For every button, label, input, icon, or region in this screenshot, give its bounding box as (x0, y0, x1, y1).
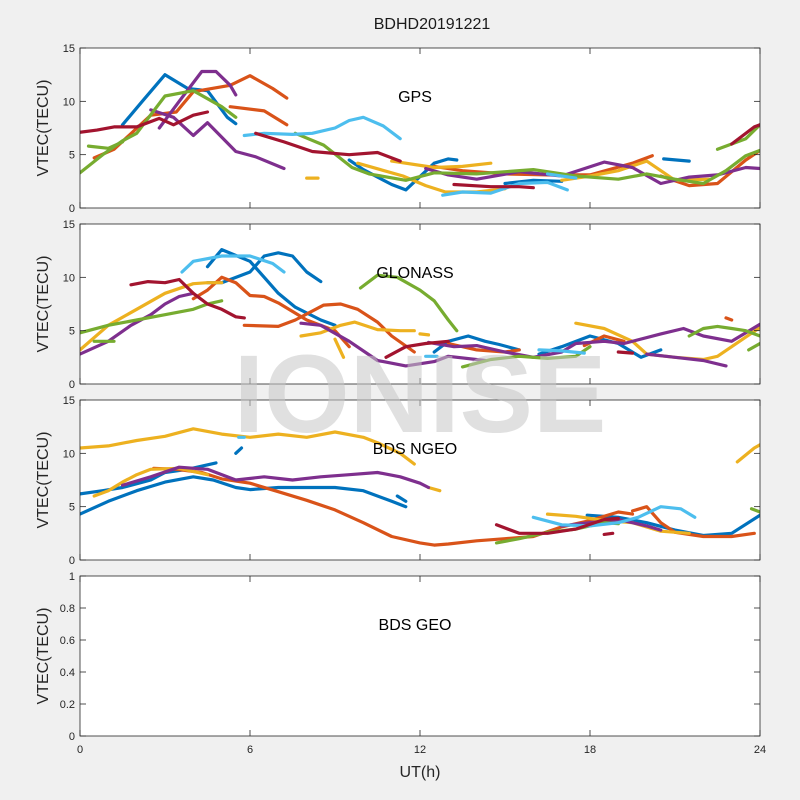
series-line-28 (384, 339, 450, 359)
y-axis-label: VTEC(TECU) (35, 256, 52, 353)
series-line-21 (545, 172, 578, 180)
series-line-9 (426, 485, 442, 493)
series-line-11 (735, 443, 760, 464)
series-line-12 (157, 69, 238, 130)
series-line-13 (149, 108, 286, 171)
series-line-17 (293, 131, 760, 186)
series-line-16 (426, 322, 760, 359)
series-line-15 (749, 507, 760, 514)
series-line-18 (494, 516, 620, 535)
y-tick-label: 1 (69, 571, 75, 583)
series-line-22 (80, 110, 210, 134)
plot-area (80, 224, 760, 384)
y-tick-label: 0.8 (60, 603, 75, 615)
series-line-16 (86, 140, 125, 150)
panel-title: BDS GEO (379, 617, 452, 634)
series-line-3 (662, 157, 691, 163)
series-line-19 (602, 531, 615, 537)
series-line-3 (395, 494, 408, 503)
x-tick-label: 24 (754, 744, 766, 756)
plot-area (80, 576, 760, 736)
series-line-19 (242, 115, 402, 141)
x-axis-label: UT(h) (400, 764, 441, 781)
y-tick-label: 10 (63, 448, 75, 460)
series-line-2 (234, 446, 244, 455)
panel-3: 0 0.2 0.4 0.6 0.8 1 0 6 12 18 24 VTEC(TECU) BDS GEO (35, 571, 766, 756)
series-line-1 (205, 251, 323, 285)
panel-title: BDS NGEO (373, 441, 457, 458)
x-tick-label: 18 (584, 744, 596, 756)
y-axis-label: VTEC(TECU) (35, 432, 52, 529)
series-line-0 (80, 475, 408, 516)
y-tick-label: 5 (69, 502, 75, 514)
y-tick-label: 15 (63, 219, 75, 231)
y-tick-label: 0 (69, 379, 75, 391)
y-tick-label: 10 (63, 272, 75, 284)
series-line-5 (152, 466, 635, 547)
series-line-15 (299, 321, 487, 368)
series-line-24 (180, 254, 286, 274)
y-tick-label: 5 (69, 150, 75, 162)
series-line-21 (460, 345, 592, 369)
series-line-1 (347, 157, 459, 192)
x-tick-label: 12 (414, 744, 426, 756)
y-tick-label: 0.2 (60, 699, 75, 711)
series-line-11 (418, 332, 431, 337)
series-line-16 (531, 505, 697, 528)
series-group (80, 427, 760, 547)
series-line-5 (228, 105, 289, 127)
y-tick-label: 10 (63, 96, 75, 108)
y-tick-label: 0 (69, 203, 75, 215)
series-line-0 (205, 248, 337, 327)
series-line-22 (687, 324, 760, 338)
series-line-27 (129, 277, 246, 320)
series-line-10 (299, 320, 416, 338)
series-line-20 (358, 273, 459, 333)
series-group (80, 69, 760, 197)
series-line-7 (80, 427, 416, 466)
series-line-11 (390, 159, 493, 170)
series-line-15 (80, 89, 238, 175)
series-line-2 (503, 178, 564, 186)
series-line-12 (333, 337, 346, 359)
x-tick-label: 0 (77, 744, 83, 756)
watermark: IONISE (234, 333, 607, 456)
series-line-23 (747, 341, 760, 352)
panel-2: 0 5 10 15 VTEC(TECU) BDS NGEO (35, 395, 761, 567)
y-tick-label: 5 (69, 326, 75, 338)
y-axis-label: VTEC(TECU) (35, 608, 52, 705)
series-line-8 (724, 316, 734, 322)
y-tick-label: 0 (69, 731, 75, 743)
series-line-25 (730, 123, 760, 146)
y-tick-label: 0.6 (60, 635, 75, 647)
panel-1: 0 5 10 15 VTEC(TECU) GLONASS (35, 219, 761, 391)
series-line-12 (120, 465, 431, 490)
series-line-7 (659, 148, 760, 188)
series-line-17 (645, 352, 728, 368)
panel-title: GLONASS (376, 265, 453, 282)
series-line-18 (715, 123, 760, 151)
y-tick-label: 0 (69, 555, 75, 567)
y-axis-label: VTEC(TECU) (35, 80, 52, 177)
y-tick-label: 0.4 (60, 667, 75, 679)
plot-area (80, 400, 760, 560)
panel-title: GPS (398, 89, 432, 106)
y-tick-label: 15 (63, 43, 75, 55)
series-line-29 (616, 350, 635, 355)
panel-0: 0 5 10 15 VTEC(TECU) GPS (35, 43, 761, 215)
series-line-23 (254, 131, 402, 163)
series-group (80, 248, 760, 369)
series-line-25 (537, 348, 586, 355)
plot-area (80, 48, 760, 208)
x-tick-label: 6 (247, 744, 253, 756)
series-line-24 (452, 182, 535, 190)
figure-title: BDHD20191221 (374, 16, 491, 33)
y-tick-label: 15 (63, 395, 75, 407)
